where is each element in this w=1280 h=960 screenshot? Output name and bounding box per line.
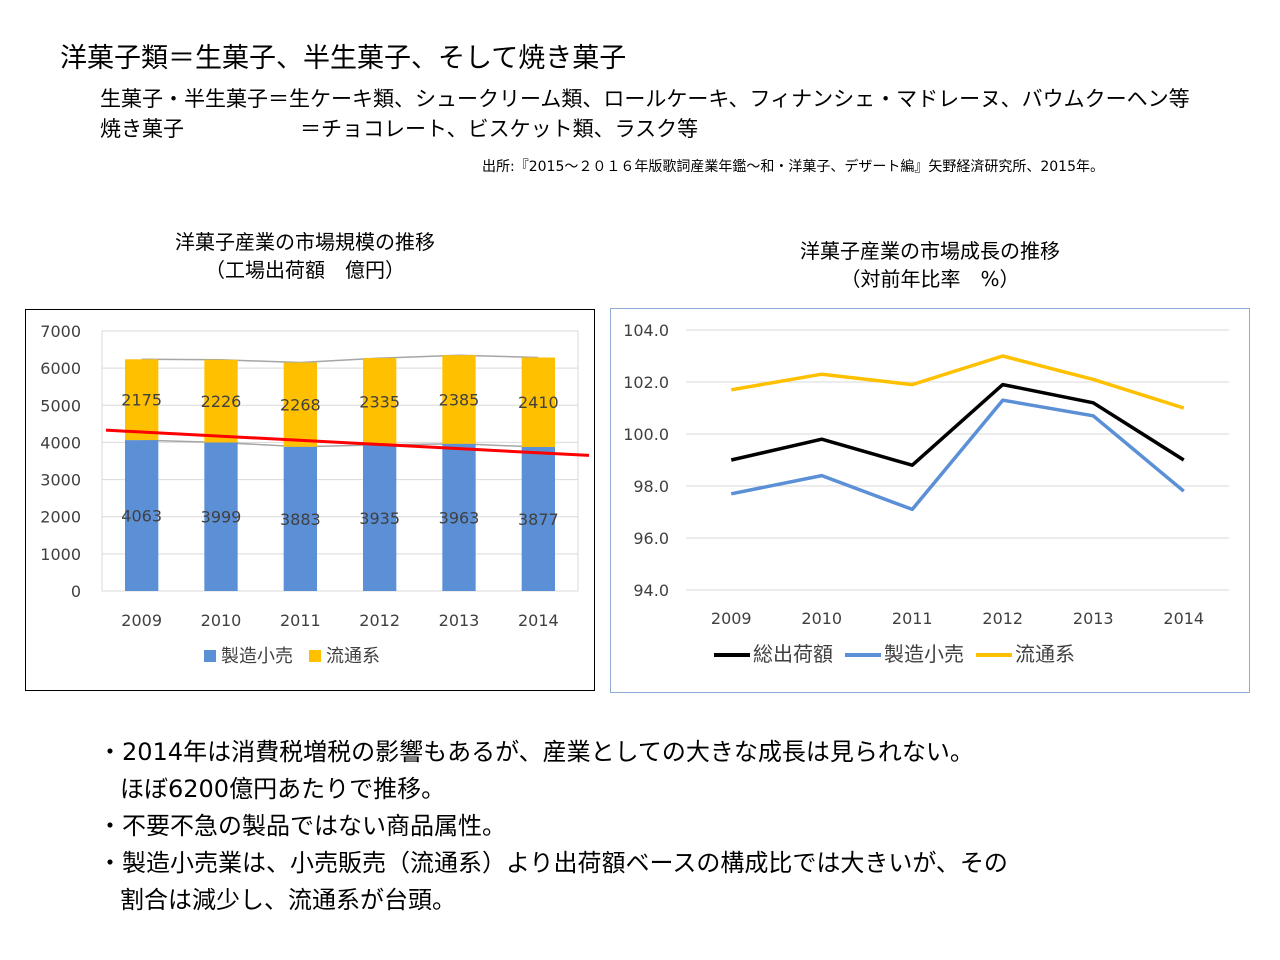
bullet-2: ・不要不急の製品ではない商品属性。 — [98, 812, 506, 840]
bar-distribution — [521, 357, 555, 447]
data-label-manufacturing-retail: 3883 — [280, 510, 321, 529]
x-tick-label: 2010 — [201, 611, 242, 630]
data-label-manufacturing-retail: 4063 — [121, 507, 162, 526]
definition-yaki-gashi-label: 焼き菓子 — [100, 117, 184, 141]
data-label-manufacturing-retail: 3935 — [359, 509, 400, 528]
y-tick-label: 1000 — [40, 545, 81, 564]
market-size-chart-title: 洋菓子産業の市場規模の推移 （工場出荷額 億円） — [20, 228, 590, 284]
y-tick-label: 0 — [71, 582, 81, 601]
y-tick-label: 5000 — [40, 396, 81, 415]
bar-distribution — [363, 358, 397, 445]
market-size-chart: 0 1000 2000 3000 4000 5000 6000 7000 4063 2175 200… — [25, 309, 595, 691]
bullet-3-line1: ・製造小売業は、小売販売（流通系）より出荷額ベースの構成比では大きいが、その — [98, 849, 1008, 877]
x-tick-label: 2014 — [518, 611, 559, 630]
page-title: 洋菓子類＝生菓子、半生菓子、そして焼き菓子 — [60, 43, 627, 74]
bar-distribution — [204, 359, 238, 443]
series-line — [730, 398, 1185, 512]
data-label-distribution: 2385 — [439, 391, 480, 410]
x-tick-label: 2012 — [982, 609, 1023, 628]
bar-manufacturing-retail — [283, 446, 317, 591]
x-tick-label: 2011 — [280, 611, 321, 630]
y-tick-label: 104.0 — [623, 321, 669, 340]
series-line — [730, 382, 1185, 467]
x-tick-label: 2013 — [1073, 609, 1114, 628]
y-tick-label: 102.0 — [623, 373, 669, 392]
legend-label: 総出荷額 — [753, 642, 833, 666]
data-label-manufacturing-retail: 3877 — [518, 510, 559, 529]
growth-chart-title-line1: 洋菓子産業の市場成長の推移 — [800, 239, 1060, 263]
legend-label: 製造小売 — [221, 646, 293, 667]
market-size-chart-svg: 0 1000 2000 3000 4000 5000 6000 7000 4063 2175 200… — [40, 322, 590, 667]
y-tick-label: 3000 — [40, 471, 81, 490]
legend-label: 流通系 — [1015, 642, 1075, 666]
x-tick-label: 2013 — [439, 611, 480, 630]
data-label-distribution: 2175 — [121, 391, 162, 410]
bullet-1-line2: ほぼ6200億円あたりで推移。 — [120, 775, 446, 803]
bar-distribution — [283, 362, 317, 447]
data-label-distribution: 2410 — [518, 393, 559, 412]
data-label-manufacturing-retail: 3999 — [201, 508, 242, 527]
y-tick-label: 98.0 — [633, 477, 669, 496]
y-tick-label: 2000 — [40, 508, 81, 527]
plot-area — [101, 330, 579, 592]
growth-chart: 94.0 96.0 98.0 100.0 102.0 104.0 2009 2010 2011 2… — [610, 308, 1250, 693]
market-size-chart-title-line1: 洋菓子産業の市場規模の推移 — [175, 230, 435, 254]
data-label-distribution: 2226 — [201, 392, 242, 411]
y-tick-label: 100.0 — [623, 425, 669, 444]
growth-chart-svg: 94.0 96.0 98.0 100.0 102.0 104.0 2009 2010 2011 2… — [623, 321, 1229, 666]
y-tick-label: 96.0 — [633, 529, 669, 548]
data-label-manufacturing-retail: 3963 — [439, 508, 480, 527]
bar-manufacturing-retail — [204, 442, 238, 591]
data-label-distribution: 2268 — [280, 396, 321, 415]
legend-swatch — [309, 650, 321, 662]
x-tick-label: 2009 — [711, 609, 752, 628]
legend-label: 流通系 — [326, 646, 380, 667]
bar-distribution — [442, 355, 476, 444]
x-tick-label: 2012 — [359, 611, 400, 630]
source-citation: 出所:『2015～２０１６年版歌詞産業年鑑～和・洋菓子、デザート編』矢野経済研究… — [482, 159, 1104, 175]
bar-manufacturing-retail — [125, 440, 159, 591]
series-line — [730, 354, 1185, 410]
bullet-1-line1: ・2014年は消費税増税の影響もあるが、産業としての大きな成長は見られない。 — [98, 738, 974, 766]
data-label-distribution: 2335 — [359, 392, 400, 411]
y-tick-label: 7000 — [40, 322, 81, 341]
bar-manufacturing-retail — [442, 443, 476, 591]
market-size-chart-title-line2: （工場出荷額 億円） — [205, 258, 405, 282]
legend-swatch — [204, 650, 216, 662]
bullet-3-line2: 割合は減少し、流通系が台頭。 — [120, 886, 456, 914]
x-tick-label: 2014 — [1163, 609, 1204, 628]
bar-manufacturing-retail — [363, 444, 397, 591]
growth-chart-title: 洋菓子産業の市場成長の推移 （対前年比率 %） — [610, 237, 1250, 293]
y-tick-label: 94.0 — [633, 581, 669, 600]
bar-distribution — [125, 359, 159, 441]
trendline — [105, 428, 590, 457]
x-tick-label: 2009 — [121, 611, 162, 630]
legend-label: 製造小売 — [884, 642, 964, 666]
x-tick-label: 2011 — [892, 609, 933, 628]
definition-nama-gashi: 生菓子・半生菓子＝生ケーキ類、シュークリーム類、ロールケーキ、フィナンシェ・マド… — [100, 87, 1190, 111]
y-tick-label: 6000 — [40, 359, 81, 378]
y-tick-label: 4000 — [40, 433, 81, 452]
growth-chart-title-line2: （対前年比率 %） — [840, 267, 1020, 291]
x-tick-label: 2010 — [801, 609, 842, 628]
bar-manufacturing-retail — [521, 446, 555, 591]
definition-yaki-gashi-text: ＝チョコレート、ビスケット類、ラスク等 — [300, 117, 699, 141]
bullet-list: ・2014年は消費税増税の影響もあるが、産業としての大きな成長は見られない。 ほ… — [98, 734, 1008, 919]
